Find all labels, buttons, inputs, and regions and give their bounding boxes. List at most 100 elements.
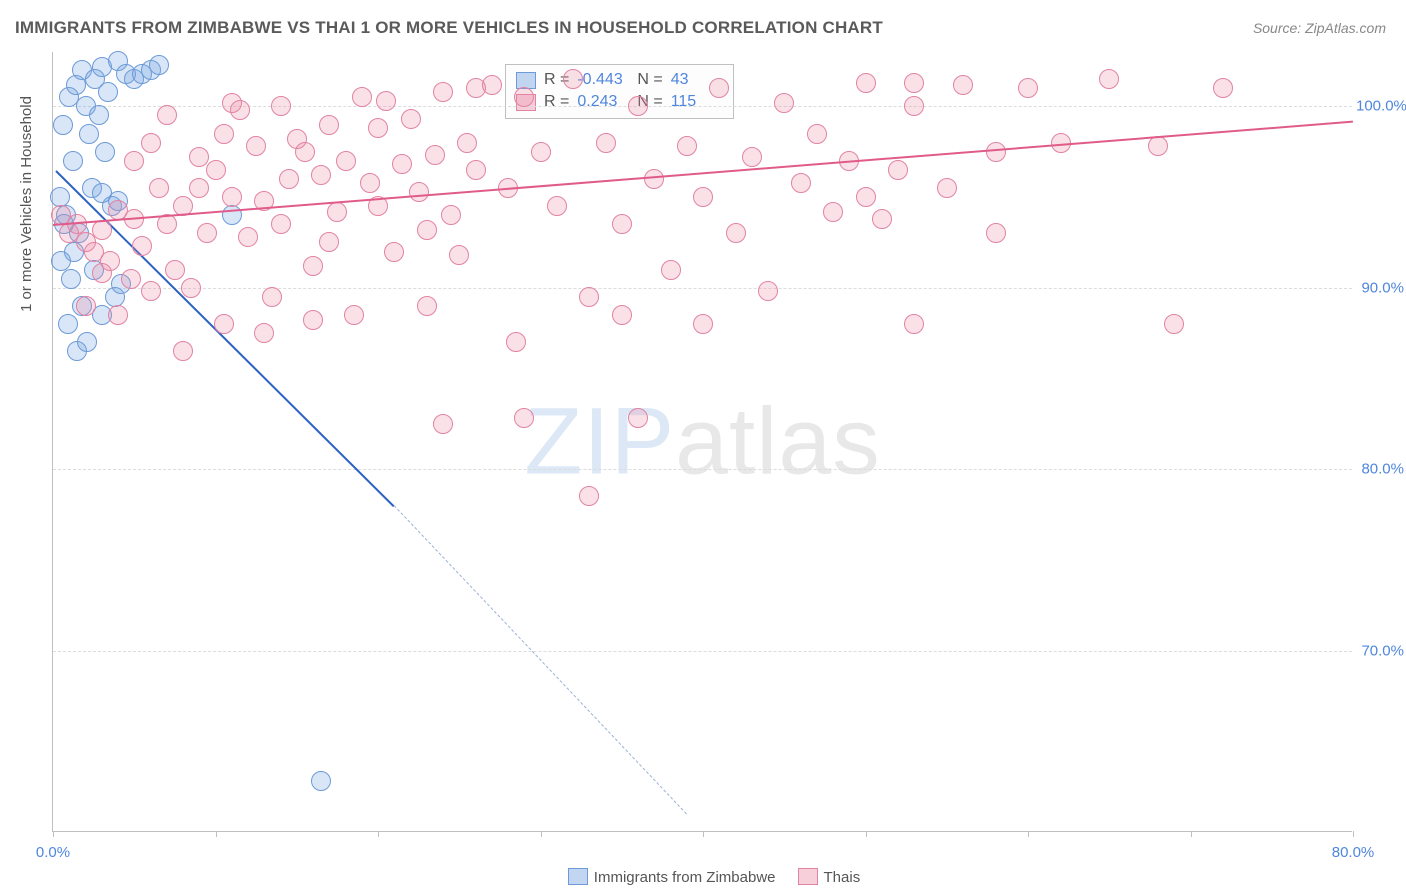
legend-label: Immigrants from Zimbabwe <box>594 869 776 886</box>
data-point-a <box>149 55 169 75</box>
data-point-b <box>872 209 892 229</box>
data-point-b <box>482 75 502 95</box>
data-point-b <box>888 160 908 180</box>
data-point-b <box>360 173 380 193</box>
data-point-b <box>319 232 339 252</box>
data-point-b <box>677 136 697 156</box>
data-point-b <box>76 296 96 316</box>
data-point-b <box>628 96 648 116</box>
data-point-b <box>937 178 957 198</box>
data-point-b <box>612 214 632 234</box>
data-point-a <box>98 82 118 102</box>
data-point-b <box>612 305 632 325</box>
data-point-b <box>222 93 242 113</box>
data-point-b <box>596 133 616 153</box>
data-point-b <box>368 118 388 138</box>
data-point-b <box>157 105 177 125</box>
trend-line <box>53 121 1353 226</box>
data-point-b <box>173 341 193 361</box>
gridline-h <box>53 469 1352 470</box>
data-point-b <box>774 93 794 113</box>
legend-swatch <box>516 72 536 89</box>
xtick <box>216 831 217 837</box>
ytick-label: 70.0% <box>1356 642 1404 659</box>
data-point-b <box>197 223 217 243</box>
data-point-b <box>1164 314 1184 334</box>
gridline-h <box>53 651 1352 652</box>
data-point-b <box>514 408 534 428</box>
watermark-part-a: ZIP <box>524 388 675 494</box>
trend-line <box>394 506 687 815</box>
data-point-b <box>254 323 274 343</box>
chart-container: IMMIGRANTS FROM ZIMBABWE VS THAI 1 OR MO… <box>0 0 1406 892</box>
legend-swatch <box>568 868 588 885</box>
ytick-label: 80.0% <box>1356 461 1404 478</box>
data-point-a <box>53 115 73 135</box>
data-point-b <box>856 73 876 93</box>
plot-area: ZIPatlas R =-0.443N =43R =0.243N =115 70… <box>52 52 1352 832</box>
data-point-b <box>726 223 746 243</box>
data-point-b <box>295 142 315 162</box>
data-point-a <box>58 314 78 334</box>
xtick <box>703 831 704 837</box>
data-point-b <box>1018 78 1038 98</box>
data-point-b <box>327 202 347 222</box>
data-point-b <box>352 87 372 107</box>
gridline-h <box>53 288 1352 289</box>
data-point-a <box>311 771 331 791</box>
data-point-b <box>121 269 141 289</box>
data-point-b <box>92 220 112 240</box>
xtick <box>541 831 542 837</box>
data-point-b <box>336 151 356 171</box>
data-point-b <box>457 133 477 153</box>
data-point-b <box>563 69 583 89</box>
data-point-b <box>124 151 144 171</box>
watermark-part-b: atlas <box>675 388 881 494</box>
data-point-b <box>409 182 429 202</box>
data-point-b <box>986 223 1006 243</box>
data-point-b <box>376 91 396 111</box>
data-point-b <box>384 242 404 262</box>
data-point-b <box>238 227 258 247</box>
data-point-b <box>466 160 486 180</box>
stat-r-value: -0.443 <box>577 69 629 91</box>
data-point-b <box>579 287 599 307</box>
data-point-b <box>547 196 567 216</box>
data-point-b <box>807 124 827 144</box>
data-point-b <box>1213 78 1233 98</box>
data-point-b <box>661 260 681 280</box>
data-point-a <box>79 124 99 144</box>
data-point-b <box>206 160 226 180</box>
data-point-b <box>904 314 924 334</box>
data-point-b <box>904 96 924 116</box>
watermark: ZIPatlas <box>524 387 880 496</box>
data-point-b <box>319 115 339 135</box>
data-point-b <box>758 281 778 301</box>
data-point-a <box>95 142 115 162</box>
stat-r-label: R = <box>544 91 569 113</box>
data-point-b <box>1148 136 1168 156</box>
data-point-b <box>904 73 924 93</box>
stats-row: R =0.243N =115 <box>516 91 723 113</box>
data-point-b <box>214 124 234 144</box>
y-axis-label: 1 or more Vehicles in Household <box>18 96 35 312</box>
data-point-b <box>856 187 876 207</box>
stats-row: R =-0.443N =43 <box>516 69 723 91</box>
data-point-b <box>791 173 811 193</box>
data-point-b <box>986 142 1006 162</box>
data-point-b <box>279 169 299 189</box>
xtick <box>378 831 379 837</box>
data-point-b <box>181 278 201 298</box>
legend-swatch <box>798 868 818 885</box>
data-point-b <box>108 305 128 325</box>
data-point-a <box>61 269 81 289</box>
data-point-b <box>271 96 291 116</box>
xtick-label: 0.0% <box>36 844 70 861</box>
data-point-b <box>92 263 112 283</box>
data-point-b <box>392 154 412 174</box>
data-point-b <box>1099 69 1119 89</box>
stat-r-value: 0.243 <box>577 91 629 113</box>
data-point-b <box>709 78 729 98</box>
data-point-b <box>344 305 364 325</box>
data-point-b <box>506 332 526 352</box>
